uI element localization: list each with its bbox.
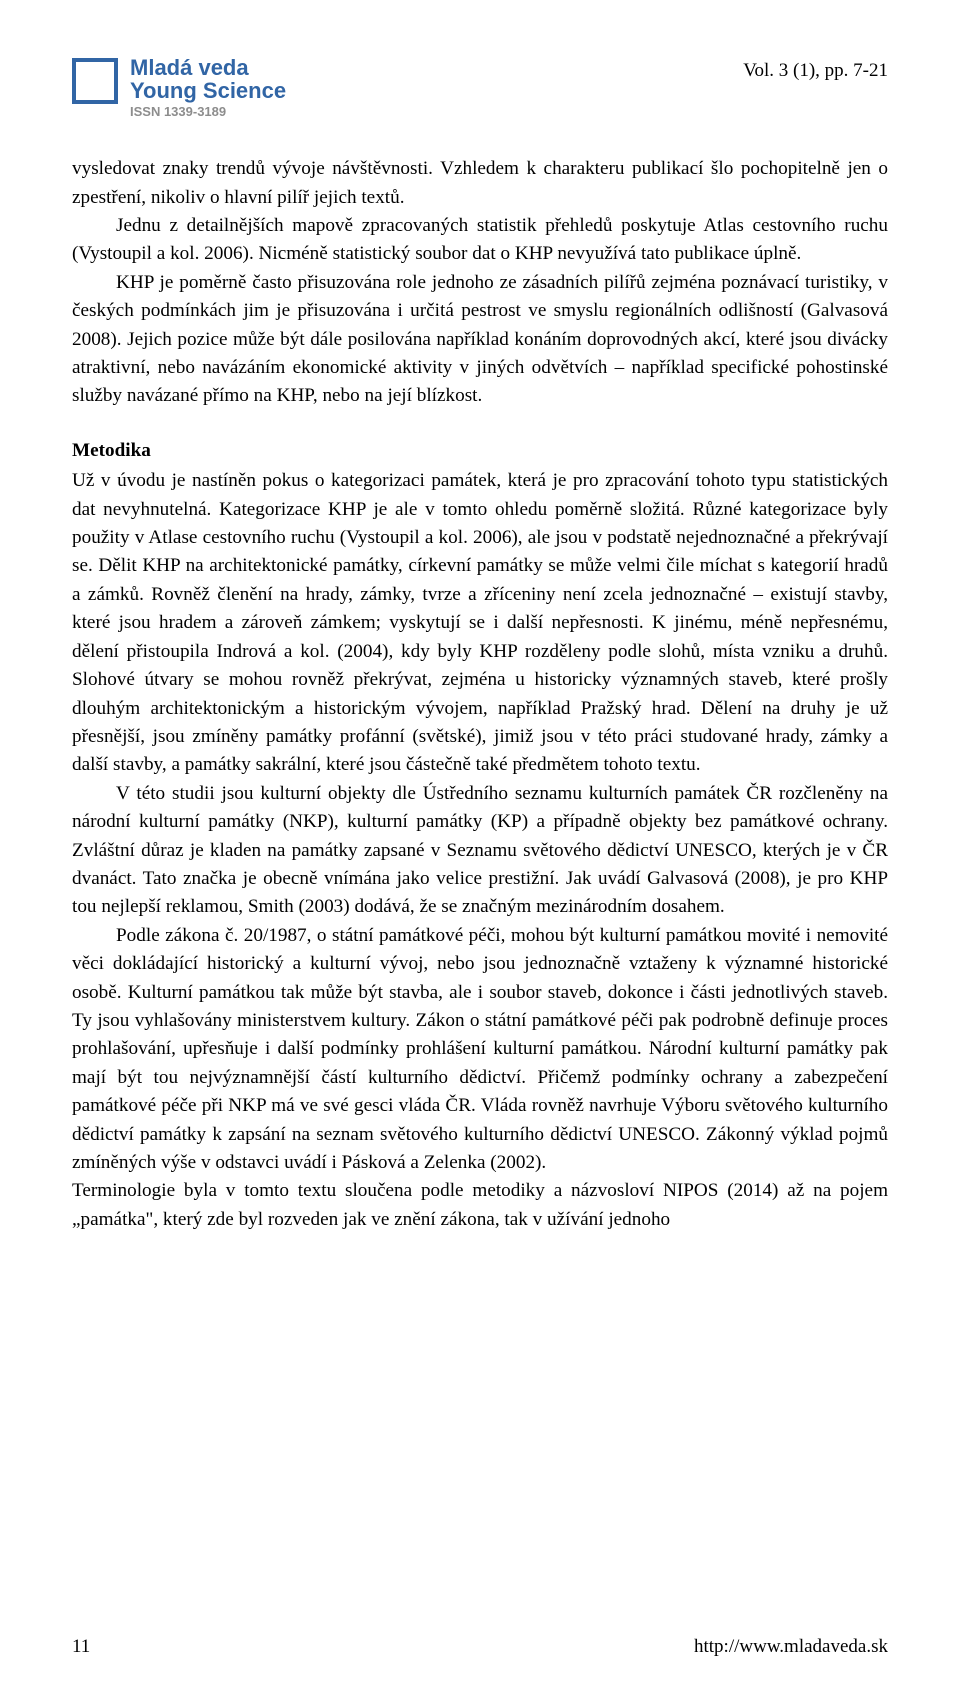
logo-square-icon [72,58,118,104]
paragraph: KHP je poměrně často přisuzována role je… [72,269,888,411]
paragraph: V této studii jsou kulturní objekty dle … [72,780,888,922]
section-heading: Metodika [72,437,888,465]
paragraph: Už v úvodu je nastíněn pokus o kategoriz… [72,467,888,779]
journal-name-line2: Young Science [130,79,286,102]
footer-url: http://www.mladaveda.sk [694,1636,888,1658]
page-container: Mladá veda Young Science ISSN 1339-3189 … [0,0,960,1698]
issn-label: ISSN 1339-3189 [130,104,286,119]
paragraph: Terminologie byla v tomto textu sloučena… [72,1177,888,1234]
journal-logo: Mladá veda Young Science ISSN 1339-3189 [72,56,286,119]
page-number: 11 [72,1636,90,1658]
paragraph: Jednu z detailnějších mapově zpracovanýc… [72,212,888,269]
paragraph: vysledovat znaky trendů vývoje návštěvno… [72,155,888,212]
body-text-region: vysledovat znaky trendů vývoje návštěvno… [72,155,888,1234]
logo-text-block: Mladá veda Young Science ISSN 1339-3189 [130,56,286,119]
journal-name-line1: Mladá veda [130,56,286,79]
page-footer: 11 http://www.mladaveda.sk [72,1636,888,1658]
page-header: Mladá veda Young Science ISSN 1339-3189 … [72,56,888,119]
paragraph: Podle zákona č. 20/1987, o státní památk… [72,922,888,1178]
volume-issue-pages: Vol. 3 (1), pp. 7-21 [743,60,888,82]
